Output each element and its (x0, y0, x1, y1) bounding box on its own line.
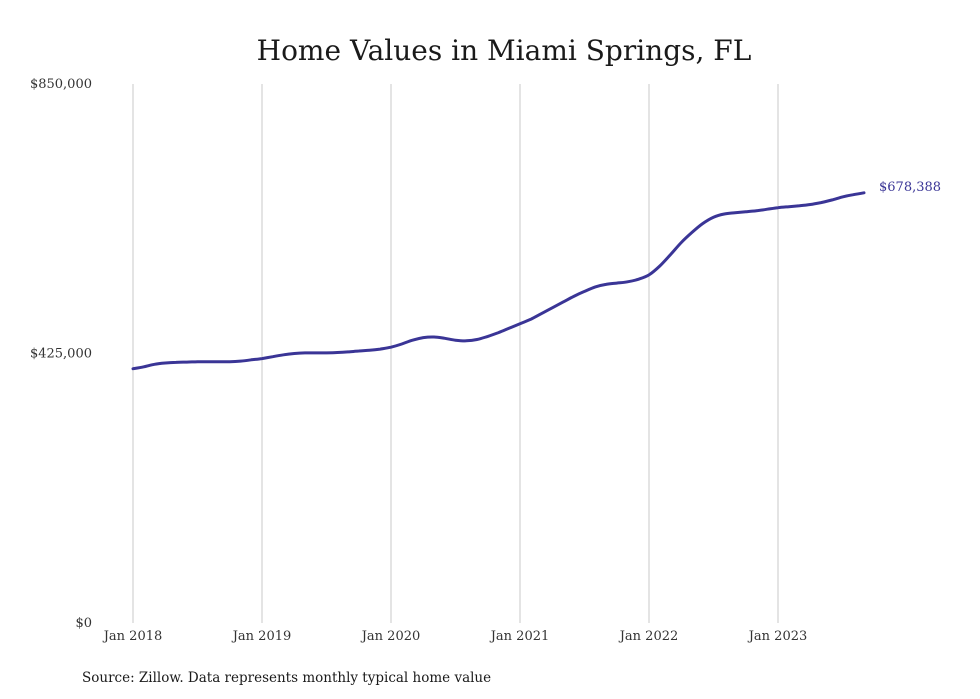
x-axis-ticks: Jan 2018 Jan 2019 Jan 2020 Jan 2021 Jan 2022… (102, 629, 808, 644)
source-note: Source: Zillow. Data represents monthly … (82, 670, 491, 686)
y-tick-label: $0 (75, 616, 92, 631)
x-tick-label: Jan 2019 (231, 629, 292, 644)
gridlines (132, 84, 779, 623)
x-tick-label: Jan 2018 (102, 629, 163, 644)
x-tick-label: Jan 2021 (489, 629, 550, 644)
x-tick-label: Jan 2020 (360, 629, 421, 644)
x-tick-label: Jan 2022 (618, 629, 679, 644)
y-tick-label: $850,000 (30, 77, 92, 92)
series-layer (131, 191, 866, 371)
y-tick-label: $425,000 (30, 347, 92, 362)
series-line-home-value (131, 191, 866, 371)
end-value-label: $678,388 (879, 180, 941, 195)
x-tick-label: Jan 2023 (747, 629, 808, 644)
chart-title: Home Values in Miami Springs, FL (257, 34, 752, 67)
y-axis-ticks: $850,000 $425,000 $0 (30, 77, 92, 631)
